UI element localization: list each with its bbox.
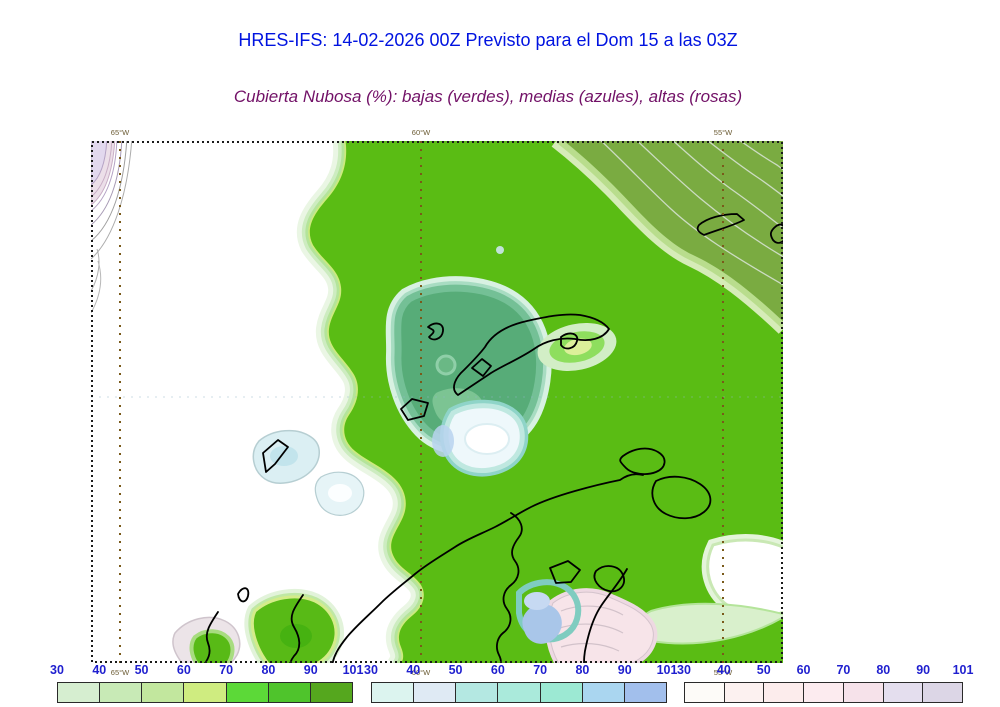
low-cloud-green-region bbox=[296, 141, 783, 663]
colorbar-segment bbox=[803, 683, 843, 702]
colorbar-ticks: 30 40 50 60 70 80 90 101 bbox=[50, 663, 363, 679]
clear-pocket-bottom-right bbox=[636, 534, 783, 645]
colorbar-segment bbox=[58, 683, 100, 702]
colorbar-segment bbox=[455, 683, 498, 702]
coastlines bbox=[204, 213, 783, 663]
page-subtitle: Cubierta Nubosa (%): bajas (verdes), med… bbox=[233, 87, 743, 106]
cloud-cover-map bbox=[91, 141, 783, 663]
colorbar-segment bbox=[723, 683, 764, 702]
colorbar-segment bbox=[309, 683, 352, 702]
colorbar-segment bbox=[882, 683, 923, 702]
colorbar-tick: 101 bbox=[952, 663, 974, 677]
page-title: HRES-IFS: 14-02-2026 00Z Previsto para e… bbox=[238, 30, 738, 50]
colorbar-tick: 30 bbox=[50, 663, 64, 677]
colorbar-tick: 30 bbox=[677, 663, 691, 677]
colorbar-tick: 50 bbox=[756, 663, 771, 677]
axis-label-top-60w: 60°W bbox=[411, 128, 431, 137]
colorbar-tick: 70 bbox=[533, 663, 548, 677]
colorbar-high-clouds: 30 40 50 60 70 80 90 101 bbox=[677, 663, 973, 707]
colorbar-tick: 80 bbox=[876, 663, 891, 677]
colorbar-tick: 40 bbox=[406, 663, 421, 677]
axis-label-bottom-60w: 60°W bbox=[411, 668, 431, 677]
colorbar-segment bbox=[183, 683, 226, 702]
graticule bbox=[91, 141, 783, 663]
colorbar-segment bbox=[372, 683, 414, 702]
colorbar-tick: 60 bbox=[796, 663, 811, 677]
mid-cloud-patches-left bbox=[252, 429, 365, 516]
colorbar-tick: 40 bbox=[716, 663, 731, 677]
high-cloud-corner-contours bbox=[91, 141, 133, 314]
colorbar-tick: 101 bbox=[656, 663, 678, 677]
colorbar-tick: 30 bbox=[364, 663, 378, 677]
axis-label-bottom-65w: 65°W bbox=[110, 668, 130, 677]
low-cloud-dense-band bbox=[551, 141, 783, 334]
colorbar-tick: 90 bbox=[617, 663, 632, 677]
axis-label-top-65w: 65°W bbox=[110, 128, 130, 137]
colorbar-tick: 50 bbox=[448, 663, 463, 677]
colorbar-tick: 50 bbox=[134, 663, 149, 677]
colorbar-segment bbox=[623, 683, 666, 702]
colorbar-bar bbox=[57, 682, 353, 703]
colorbar-segment bbox=[581, 683, 624, 702]
colorbar-low-clouds: 30 40 50 60 70 80 90 101 bbox=[50, 663, 363, 707]
colorbar-segment bbox=[99, 683, 142, 702]
colorbar-tick: 101 bbox=[342, 663, 364, 677]
colorbar-segment bbox=[267, 683, 310, 702]
axis-label-bottom-55w: 55°W bbox=[713, 668, 733, 677]
mid-cloud-blue-patch bbox=[516, 579, 582, 644]
colorbar-tick: 90 bbox=[303, 663, 318, 677]
colorbar-segment bbox=[763, 683, 804, 702]
colorbar-ticks: 30 40 50 60 70 80 90 101 bbox=[677, 663, 973, 679]
bottom-left-cloud-blobs bbox=[172, 588, 344, 663]
small-cloud-dot bbox=[496, 246, 504, 254]
high-cloud-pink-patch bbox=[544, 588, 658, 663]
colorbar-segment bbox=[685, 683, 724, 702]
colorbar-segment bbox=[842, 683, 883, 702]
colorbar-tick: 80 bbox=[575, 663, 590, 677]
clear-cell-under-teal bbox=[432, 399, 529, 477]
colorbar-tick: 40 bbox=[92, 663, 107, 677]
colorbar-ticks: 30 40 50 60 70 80 90 101 bbox=[364, 663, 677, 679]
colorbar-tick: 80 bbox=[261, 663, 276, 677]
colorbar-segment bbox=[413, 683, 456, 702]
map-border bbox=[91, 141, 783, 663]
colorbar-segment bbox=[141, 683, 184, 702]
colorbar-segment bbox=[922, 683, 963, 702]
colorbar-tick: 70 bbox=[219, 663, 234, 677]
colorbar-bar bbox=[371, 682, 667, 703]
colorbar-mid-clouds: 30 40 50 60 70 80 90 101 bbox=[364, 663, 677, 707]
colorbar-tick: 70 bbox=[836, 663, 851, 677]
colorbar-segment bbox=[539, 683, 582, 702]
colorbar-bar bbox=[684, 682, 963, 703]
axis-label-top-55w: 55°W bbox=[713, 128, 733, 137]
colorbar-tick: 60 bbox=[490, 663, 505, 677]
colorbar-segment bbox=[225, 683, 268, 702]
colorbar-segment bbox=[497, 683, 540, 702]
colorbar-tick: 60 bbox=[176, 663, 191, 677]
colorbar-tick: 90 bbox=[916, 663, 931, 677]
